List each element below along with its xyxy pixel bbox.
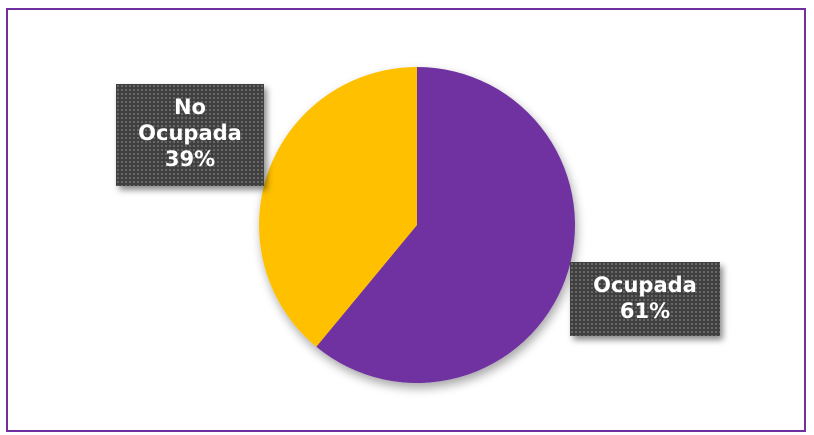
pie-slice-no-ocupada bbox=[259, 67, 417, 347]
pie-slice-ocupada bbox=[316, 67, 576, 383]
data-label-no-ocupada-line-3: 39% bbox=[164, 147, 216, 171]
data-label-ocupada: Ocupada 61% bbox=[570, 262, 720, 336]
data-label-ocupada-line-2: 61% bbox=[619, 299, 671, 323]
data-label-no-ocupada-line-2: Ocupada bbox=[138, 121, 242, 145]
data-label-ocupada-line-1: Ocupada bbox=[593, 273, 697, 297]
data-label-no-ocupada-line-1: No bbox=[173, 95, 206, 119]
data-label-no-ocupada: No Ocupada 39% bbox=[116, 84, 264, 186]
